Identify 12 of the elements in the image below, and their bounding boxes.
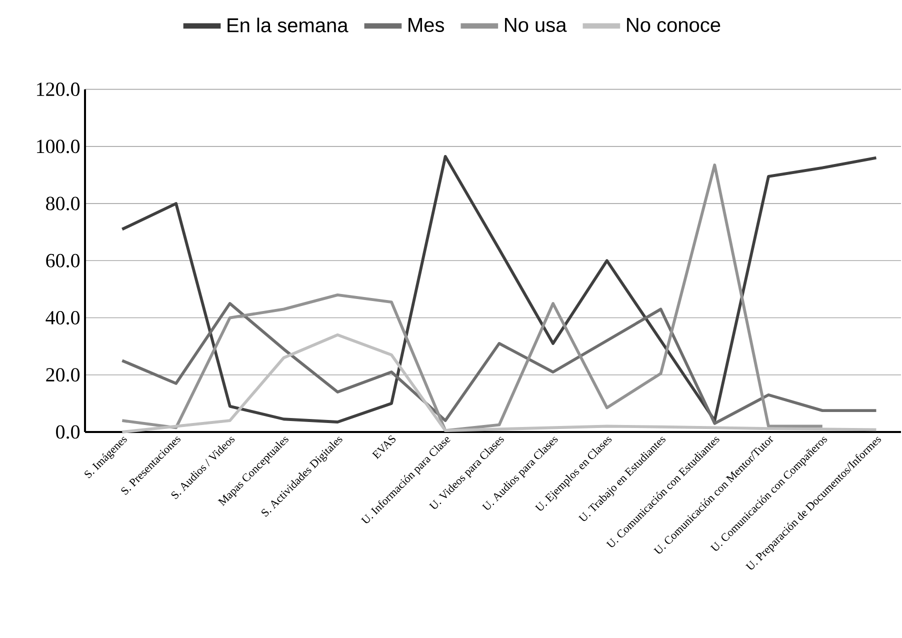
legend-label: En la semana <box>228 18 348 32</box>
y-tick-label: 120.0 <box>37 82 80 96</box>
y-tick-label: 0.0 <box>56 425 80 439</box>
y-tick-label: 80.0 <box>46 196 80 210</box>
y-tick-label: 60.0 <box>46 254 80 268</box>
y-tick-label: 100.0 <box>37 140 80 154</box>
legend-label: No usa <box>505 18 567 32</box>
y-tick-label: 20.0 <box>46 368 80 382</box>
y-tick-label: 40.0 <box>46 310 80 325</box>
line-series <box>120 302 878 425</box>
legend-label: No conoce <box>627 18 720 32</box>
legend-label: Mes <box>408 18 444 32</box>
